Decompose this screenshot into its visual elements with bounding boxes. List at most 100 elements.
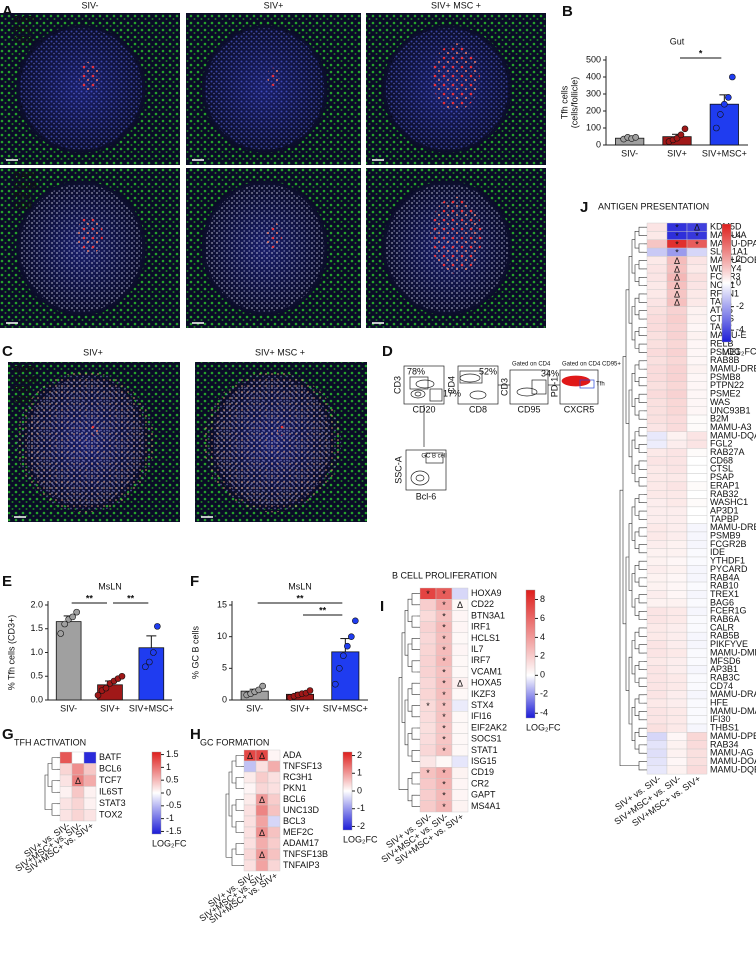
- heatmap-cell: [646, 456, 668, 466]
- heatmap-cell: [646, 247, 668, 257]
- heatmap-cell: [646, 748, 668, 758]
- dendro-branch: [631, 239, 635, 274]
- panel-label: G: [2, 726, 14, 743]
- heatmap-cell: [646, 640, 668, 650]
- flow-plots: [403, 365, 599, 491]
- gate: [409, 376, 429, 390]
- row-label: IL7: [471, 644, 484, 654]
- row-label: MAMU-DMB: [710, 647, 756, 657]
- dendro-branch: [631, 573, 635, 608]
- heatmap-cell: [686, 732, 708, 741]
- dendro-branch: [625, 556, 629, 691]
- significance-mark: *: [442, 690, 446, 700]
- panel-label: J: [580, 199, 588, 216]
- heatmap-cell: [646, 573, 668, 583]
- significance-mark: *: [675, 223, 679, 233]
- significance-mark: *: [442, 611, 446, 621]
- heatmap-cell: [71, 763, 85, 776]
- gc: [430, 196, 482, 274]
- heatmap-cell: [686, 715, 708, 725]
- heatmap-cell: [646, 506, 668, 516]
- heatmap-cell: [646, 439, 668, 449]
- dendro-branch: [638, 343, 644, 353]
- heatmap-cell: [451, 722, 469, 734]
- heatmap-cell: [646, 306, 668, 316]
- heatmap-cell: [666, 565, 688, 574]
- heatmap-cell: [646, 707, 668, 716]
- heatmap-cell: [646, 473, 668, 483]
- y-tick-label: 500: [586, 54, 601, 64]
- axis-label: CD4: [446, 376, 456, 394]
- heatmap-cell: [686, 565, 708, 574]
- heatmap-cell: [666, 548, 688, 558]
- dendro-branch: [411, 772, 417, 785]
- heatmap-cell: [666, 515, 688, 524]
- heatmap-cell: [666, 707, 688, 716]
- gate-label: GC B cell: [421, 454, 446, 460]
- heatmap-cell: [71, 797, 85, 810]
- colorbar: [342, 751, 353, 831]
- heatmap-cell: [59, 797, 73, 810]
- colorbar-tick-label: 0: [357, 785, 362, 795]
- y-tick-label: 200: [586, 105, 601, 115]
- heatmap-cell: [646, 673, 668, 683]
- dendro-branch: [634, 231, 639, 249]
- dendro-branch: [411, 660, 417, 673]
- heatmap-cell: [686, 506, 708, 516]
- heatmap-cell: [666, 339, 688, 349]
- dendro-branch: [638, 744, 644, 754]
- heatmap-title: TFH ACTIVATION: [14, 737, 86, 747]
- gate-note: Gated on CD4 CD95+: [562, 362, 621, 368]
- heatmap-cell: [686, 606, 708, 616]
- dendro-branch: [631, 640, 635, 675]
- y-tick-label: 15: [217, 599, 227, 609]
- heatmap-cell: [686, 323, 708, 332]
- row-label: RAB3C: [710, 672, 741, 682]
- dendro-branch: [634, 531, 639, 549]
- row-label: CR2: [471, 778, 489, 788]
- heatmap-cell: [666, 481, 688, 491]
- colorbar-tick-label: 1: [357, 768, 362, 778]
- heatmap-cell: [243, 771, 257, 784]
- panel-label: H: [190, 726, 201, 743]
- x-tick-label: SIV-: [621, 148, 638, 158]
- dendrogram: [225, 755, 244, 866]
- heatmap-cell: [646, 464, 668, 474]
- heatmap-cell: [83, 809, 97, 822]
- heatmap-cell: [686, 256, 708, 265]
- significance-mark: Δ: [674, 298, 680, 308]
- heatmap-cell: [686, 640, 708, 650]
- heatmap-cell: [646, 556, 668, 566]
- row-label: B2M: [710, 414, 729, 424]
- significance-label: **: [86, 593, 94, 603]
- heatmap-cell: [255, 782, 269, 795]
- axis-label: CD20: [412, 404, 435, 414]
- row-label: BCL3: [283, 816, 306, 826]
- gate: [425, 452, 444, 464]
- heatmap-cell: [686, 456, 708, 466]
- row-label: IFI16: [471, 711, 492, 721]
- heatmap-cell: [686, 748, 708, 758]
- axis-label: SSC-A: [393, 456, 403, 484]
- row-label: TAP1: [710, 297, 732, 307]
- dendro-branch: [404, 699, 408, 746]
- dendro-branch: [638, 377, 644, 387]
- significance-mark: *: [442, 589, 446, 599]
- colorbar-tick-label: 2: [540, 651, 545, 661]
- heatmap-cell: [686, 406, 708, 416]
- panel-label: D: [382, 343, 393, 360]
- heatmap-cell: [646, 757, 668, 766]
- row-label: IL6ST: [99, 787, 124, 797]
- heatmap-cell: [419, 666, 437, 678]
- follicle-mix: [203, 371, 342, 513]
- y-axis-label: (cells/follicle): [569, 77, 579, 129]
- dendro-branch: [634, 598, 639, 616]
- dendro-branch: [411, 750, 417, 762]
- heatmap-cell: [666, 640, 688, 650]
- y-tick-label: 10: [217, 631, 227, 641]
- dendro-branch: [634, 297, 639, 316]
- heatmap-cell: [686, 281, 708, 291]
- heatmap-cell: [686, 339, 708, 349]
- row-label: STAT3: [99, 798, 126, 808]
- data-point: [336, 665, 343, 672]
